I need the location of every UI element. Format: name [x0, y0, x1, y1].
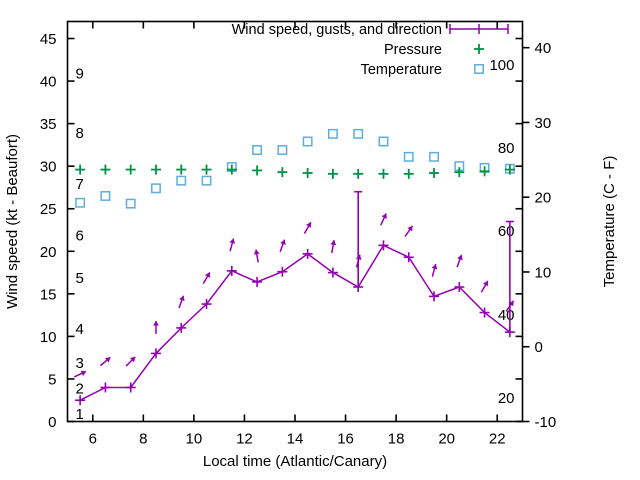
y-axis-beaufort-labels: 1 2 3 4 5 6 7 8 9 [76, 66, 84, 423]
wind-direction-arrowhead [229, 238, 236, 244]
wind-speed-series [73, 190, 515, 406]
y-tick-label: 10 [40, 329, 57, 346]
wind-direction-arrowhead [482, 280, 489, 287]
x-tick-label: 18 [388, 431, 405, 448]
wind-direction-arrowhead [80, 370, 87, 377]
temperature-point [176, 175, 187, 186]
x-tick-label: 6 [89, 431, 97, 448]
wind-direction-arrowhead [179, 295, 185, 302]
y2-axis-ticks: -10 0 10 20 30 40 [522, 40, 557, 431]
legend-square-marker [474, 64, 484, 74]
temperature-point [277, 145, 288, 155]
legend-label: Pressure [384, 42, 442, 58]
temperature-point [429, 151, 439, 162]
x-tick-label: 14 [287, 431, 304, 448]
y2-tick-label: -10 [535, 414, 557, 431]
temperature-point [378, 136, 389, 147]
y-tick-label: 25 [40, 201, 57, 218]
y2-tick-label: 10 [535, 264, 552, 281]
wind-direction-arrowhead [407, 225, 413, 232]
beaufort-label: 1 [76, 406, 84, 423]
y-axis-title: Wind speed (kt - Beaufort) [4, 134, 21, 309]
x-tick-label: 10 [186, 431, 203, 448]
wind-direction-arrowhead [457, 254, 463, 261]
x-axis-ticks: 6 8 10 12 14 16 18 20 22 [89, 21, 506, 448]
fahrenheit-label: 20 [498, 390, 515, 407]
y-tick-label: 40 [40, 74, 57, 91]
y-tick-label: 30 [40, 159, 57, 176]
y2-tick-label: 0 [535, 339, 543, 356]
wind-direction-arrowhead [508, 300, 514, 307]
beaufort-label: 7 [76, 176, 84, 193]
y2-axis-title: Temperature (C - F) [601, 156, 618, 288]
fahrenheit-label: 60 [498, 223, 515, 240]
wind-direction-arrowhead [381, 213, 387, 219]
beaufort-label: 5 [76, 270, 84, 287]
temperature-point [353, 128, 364, 139]
pressure-series [75, 164, 515, 179]
legend-label: Wind speed, gusts, and direction [232, 22, 442, 38]
x-axis-title: Local time (Atlantic/Canary) [203, 453, 387, 470]
wind-direction-arrowhead [431, 264, 438, 270]
temperature-point [75, 197, 86, 208]
temperature-series [75, 128, 515, 209]
wind-direction-arrowhead [330, 240, 337, 246]
temperature-point [100, 191, 111, 201]
legend: Wind speed, gusts, and direction Pressure… [232, 22, 509, 78]
wind-direction-arrowhead [253, 249, 260, 255]
wind-direction-arrowhead [306, 222, 312, 228]
y2-tick-label: 30 [535, 115, 552, 132]
temperature-point [302, 136, 313, 147]
beaufort-label: 4 [76, 321, 84, 338]
wind-direction-arrowhead [280, 239, 286, 245]
x-tick-label: 8 [139, 431, 147, 448]
fahrenheit-label: 80 [498, 140, 515, 157]
beaufort-label: 2 [76, 380, 84, 397]
temperature-point [252, 145, 263, 155]
wind-direction-arrowhead [153, 320, 159, 326]
x-tick-label: 12 [236, 431, 253, 448]
x-tick-label: 20 [438, 431, 455, 448]
y-tick-label: 20 [40, 244, 57, 261]
y-tick-label: 5 [48, 371, 56, 388]
y-tick-label: 15 [40, 286, 57, 303]
temperature-point [327, 128, 338, 139]
x-tick-label: 22 [489, 431, 506, 448]
wind-direction-arrowhead [129, 356, 136, 363]
axis-titles: Local time (Atlantic/Canary) Wind speed (… [4, 134, 618, 470]
fahrenheit-label: 100 [489, 57, 514, 74]
beaufort-label: 3 [76, 355, 84, 372]
temperature-point [403, 151, 414, 162]
x-tick-label: 16 [337, 431, 354, 448]
beaufort-label: 8 [76, 125, 84, 142]
y-tick-label: 0 [48, 414, 56, 431]
wind-direction-arrowhead [355, 254, 362, 261]
wind-speed-line [79, 244, 511, 401]
beaufort-label: 9 [76, 66, 84, 83]
temperature-point [125, 198, 136, 209]
fahrenheit-label: 40 [498, 307, 515, 324]
y-tick-label: 45 [40, 31, 57, 48]
legend-label: Temperature [361, 62, 442, 78]
wind-direction-arrowhead [104, 357, 111, 363]
y2-tick-label: 40 [535, 40, 552, 57]
temperature-point [201, 175, 212, 186]
y-tick-label: 35 [40, 116, 57, 133]
beaufort-label: 6 [76, 227, 84, 244]
temperature-point [151, 183, 161, 194]
wind-direction-arrowhead [204, 272, 211, 278]
y2-tick-label: 20 [535, 190, 552, 207]
